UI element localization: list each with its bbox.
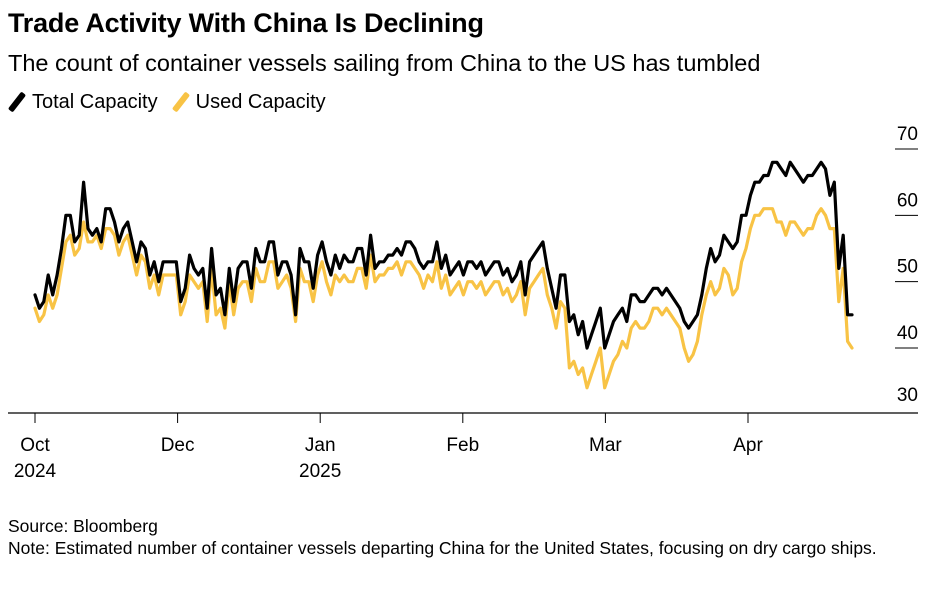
legend-item-total: Total Capacity [7, 90, 158, 114]
series-line-total-capacity [33, 160, 854, 350]
x-tick-label-5: Apr [733, 435, 763, 456]
series-line-used-capacity [33, 207, 854, 390]
y-tick-label-70: 70 [897, 124, 918, 145]
x-tick-label-1: Dec [161, 435, 195, 456]
x-tick-label-2: Jan 2025 [299, 435, 341, 482]
y-tick-label-40: 40 [897, 323, 918, 344]
chart-footer: Source: Bloomberg Note: Estimated number… [8, 515, 908, 559]
y-tick-label-50: 50 [897, 257, 918, 278]
chart-title: Trade Activity With China Is Declining [8, 8, 484, 38]
chart-subtitle: The count of container vessels sailing f… [8, 50, 761, 76]
x-tick-label-0: Oct 2024 [14, 435, 57, 482]
x-tick-label-3: Feb [446, 435, 479, 456]
legend-label-total: Total Capacity [32, 90, 158, 113]
y-tick-label-60: 60 [897, 190, 918, 211]
legend: Total Capacity Used Capacity [7, 90, 340, 114]
x-tick-label-4: Mar [589, 435, 622, 456]
legend-item-used: Used Capacity [171, 90, 326, 114]
legend-label-used: Used Capacity [195, 90, 326, 113]
note-text: Note: Estimated number of container vess… [8, 538, 877, 558]
source-text: Source: Bloomberg [8, 516, 158, 536]
y-tick-label-30: 30 [897, 385, 918, 406]
